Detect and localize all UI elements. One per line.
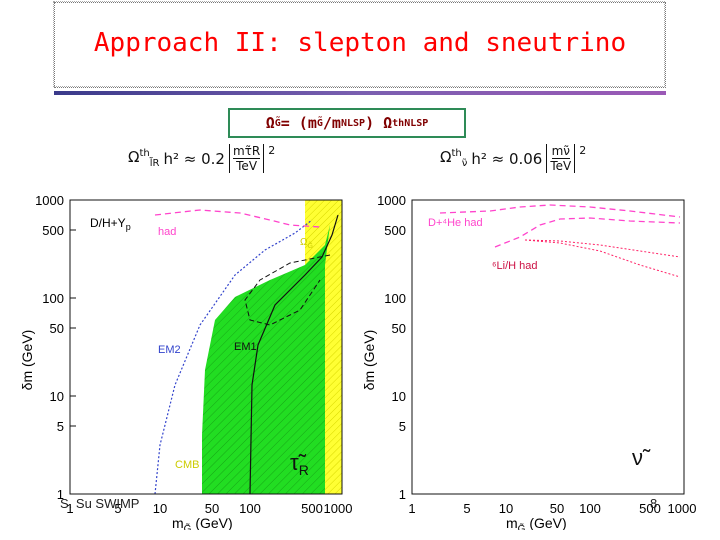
formula-nlsp-sub2: NLSP xyxy=(404,117,429,129)
left-xtick-100: 100 xyxy=(239,501,261,516)
formula-omega: Ω xyxy=(265,114,275,132)
li-had-curve-upper xyxy=(524,239,681,258)
formula-g-sub: G̃ xyxy=(274,117,281,129)
right-plot-xticks: 1 5 10 50 100 500 1000 xyxy=(408,501,696,516)
label-omega-g: ΩG̃ xyxy=(300,237,313,250)
left-ytick-10: 10 xyxy=(50,389,64,404)
right-xtick-5: 5 xyxy=(463,501,470,516)
right-ytick-10: 10 xyxy=(392,389,406,404)
footer-author: S. Su SWIMP xyxy=(60,496,140,511)
relic-left-omega: Ωthl̃R xyxy=(128,148,160,169)
relic-right-omega: Ωthν̃ xyxy=(440,148,468,169)
formula-th-sup: th xyxy=(392,117,405,129)
label-d4he-had: D+⁴He had xyxy=(428,217,483,229)
right-xtick-1000: 1000 xyxy=(668,501,697,516)
formula-g-sub2: G̃ xyxy=(316,117,323,129)
relic-left-fraction: mτ̃R TeV xyxy=(228,144,265,173)
left-plot-yticks: 1000 500 100 50 10 5 1 xyxy=(35,193,76,502)
formula-nlsp-sub: NLSP xyxy=(340,117,366,129)
right-xtick-500: 500 xyxy=(639,501,661,516)
right-ytick-100: 100 xyxy=(384,291,406,306)
relic-right-fraction: mν̃ TeV xyxy=(546,144,576,173)
right-ylabel: δm (GeV) xyxy=(361,330,377,391)
formula-eq: = (m xyxy=(280,114,317,132)
omega-contour xyxy=(249,214,339,494)
right-xtick-10: 10 xyxy=(499,501,513,516)
right-xtick-100: 100 xyxy=(579,501,601,516)
left-ytick-50: 50 xyxy=(50,321,64,336)
li-had-curve-lower xyxy=(524,239,681,278)
excluded-green-region xyxy=(202,225,330,494)
label-had: had xyxy=(158,226,176,238)
had-constraint-curve xyxy=(154,209,321,228)
dh-upper-curve xyxy=(244,254,331,326)
left-ytick-500: 500 xyxy=(42,223,64,238)
left-ytick-100: 100 xyxy=(42,291,64,306)
label-em2: EM2 xyxy=(158,344,181,356)
title-frame xyxy=(53,1,666,88)
sneutrino-constraint-plot: 1000 500 100 50 10 5 1 1 5 10 50 100 500… xyxy=(361,193,696,530)
excluded-yellow-right xyxy=(325,225,342,494)
right-xtick-1: 1 xyxy=(408,501,415,516)
title-underline xyxy=(54,91,666,95)
relic-left-power: 2 xyxy=(268,144,276,157)
right-ytick-50: 50 xyxy=(392,321,406,336)
left-xlabel: mG̃ (GeV) xyxy=(172,515,233,530)
formula-slash: /m xyxy=(322,114,341,132)
relic-right-h2: h² ≈ 0.06 xyxy=(471,149,543,168)
right-ytick-5: 5 xyxy=(399,419,406,434)
formula-close: ) Ω xyxy=(365,114,393,132)
slepton-constraint-plot: 1000 500 100 50 10 5 1 1 5 10 50 100 500… xyxy=(19,193,352,530)
dh-constraint-curve xyxy=(154,219,313,494)
right-xlabel: mG̃ (GeV) xyxy=(506,515,567,530)
right-plot-yticks: 1000 500 100 50 10 5 1 xyxy=(377,193,406,502)
left-xtick-1: 1 xyxy=(66,501,73,516)
relic-left-h2: h² ≈ 0.2 xyxy=(163,149,225,168)
d4he-lower-curve xyxy=(494,217,681,248)
right-ytick-500: 500 xyxy=(384,223,406,238)
left-xtick-5: 5 xyxy=(114,501,121,516)
left-ylabel: δm (GeV) xyxy=(19,330,35,391)
right-ytick-1: 1 xyxy=(399,487,406,502)
relic-density-slepton: Ωthl̃R h² ≈ 0.2 mτ̃R TeV 2 xyxy=(128,144,275,173)
right-xtick-50: 50 xyxy=(550,501,564,516)
d4he-had-curve xyxy=(439,204,681,218)
left-xtick-1000: 1000 xyxy=(324,501,353,516)
left-ytick-1000: 1000 xyxy=(35,193,64,208)
label-li-had: ⁶Li/H had xyxy=(492,260,538,272)
left-xtick-50: 50 xyxy=(205,501,219,516)
slide-number: 8 xyxy=(650,496,658,511)
left-xtick-10: 10 xyxy=(153,501,167,516)
slide-title: Approach II: slepton and sneutrino xyxy=(93,28,627,58)
relic-right-power: 2 xyxy=(579,144,587,157)
label-em1: EM1 xyxy=(234,341,257,353)
right-ytick-1000: 1000 xyxy=(377,193,406,208)
label-cmb: CMB xyxy=(175,459,199,471)
left-ytick-1: 1 xyxy=(57,487,64,502)
relic-density-sneutrino: Ωthν̃ h² ≈ 0.06 mν̃ TeV 2 xyxy=(440,144,586,173)
left-xtick-500: 500 xyxy=(301,501,323,516)
label-dh-yp: D/H+Yp xyxy=(90,216,131,232)
left-ytick-5: 5 xyxy=(57,419,64,434)
left-plot-xticks: 1 5 10 50 100 500 1000 xyxy=(66,501,352,516)
